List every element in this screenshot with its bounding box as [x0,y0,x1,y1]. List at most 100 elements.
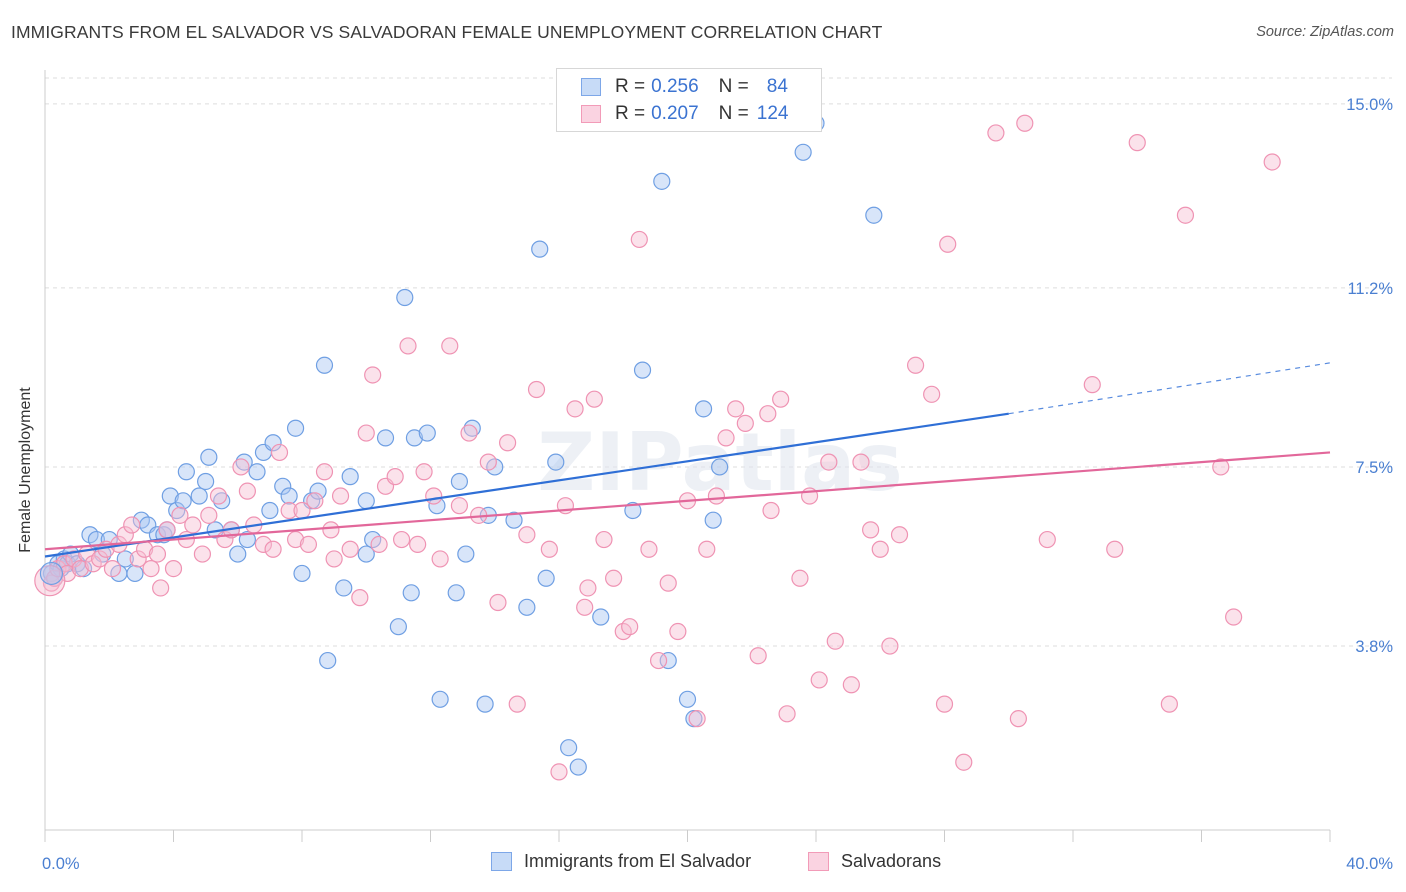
blue-point [319,651,337,670]
pink-point [148,545,167,563]
series-swatch-pink [808,852,829,871]
pink-point [585,390,603,408]
blue-point [547,453,565,471]
blue-point [286,419,305,437]
pink-point [331,487,350,505]
pink-point [852,453,870,471]
legend-n-label: N = [718,76,749,97]
blue-point [653,172,671,190]
blue-point [174,492,192,510]
pink-point [322,521,340,539]
x-tick-label: 0.0% [42,855,80,873]
pink-point [357,424,375,442]
pink-point [605,569,623,587]
pink-point [58,564,77,583]
pink-point [171,506,189,524]
blue-point [229,545,247,563]
blue-point [261,501,279,520]
pink-point [1176,206,1195,224]
legend-n-label: N = [718,103,749,124]
pink-point [1016,114,1034,132]
blue-point [190,487,208,505]
blue-point [335,579,353,597]
pink-point [306,492,324,510]
pink-point [576,598,594,616]
pink-point [659,574,677,592]
legend-r-value: 0.256 [651,76,699,97]
pink-point [698,540,716,558]
pink-point [669,622,687,641]
pink-point [762,501,780,520]
pink-point [717,429,735,447]
y-tick-label: 15.0% [1346,96,1393,114]
pink-point [499,434,517,452]
pink-point [450,497,469,515]
blue-point [238,530,256,549]
source-credit: Source: ZipAtlas.com [1256,24,1394,40]
blue-point [396,288,414,307]
pink-point [489,593,507,612]
pink-point [399,337,417,355]
legend-r-label: R = [615,103,646,124]
pink-point [939,235,957,253]
pink-point [264,540,282,558]
blue-point [235,453,253,471]
pink-point-cluster [34,565,66,597]
blue-point [389,618,407,636]
pink-point [1128,134,1146,152]
legend-swatch-pink [581,105,601,123]
pink-point [42,574,61,592]
blue-point [531,240,549,258]
pink-point [778,705,796,723]
pink-point [152,579,170,597]
pink-point [386,468,404,486]
pink-point [566,400,584,418]
pink-point [370,535,388,553]
blue-point [200,448,218,466]
pink-point [527,380,546,399]
pink-point [1083,376,1101,394]
pink-point [286,530,305,549]
pink-point [1225,608,1243,626]
pink-point [441,337,459,355]
legend-r-label: R = [615,76,646,97]
blue-point [405,429,424,447]
pink-point [518,526,536,544]
pink-point [906,356,925,374]
series-legend: Immigrants from El Salvador Salvadorans [0,851,1406,877]
pink-point [479,453,497,471]
blue-point [537,569,555,587]
pink-point [871,540,889,558]
pink-point [270,443,289,462]
blue-point [624,501,642,520]
blue-point [357,545,375,563]
pink-point [595,530,613,549]
pink-point [341,540,359,558]
pink-point [209,487,228,505]
pink-point [707,487,726,505]
pink-point [923,385,941,403]
blue-point [315,356,334,374]
pink-point [550,763,568,781]
legend-swatch-blue [581,78,601,96]
blue-point [248,463,266,481]
pink-point [1009,710,1027,728]
blue-point [341,468,359,486]
pink-point [103,559,122,578]
pink-point [640,540,658,558]
pink-point [736,414,754,432]
y-tick-label: 7.5% [1355,459,1393,477]
pink-point [540,540,558,558]
x-tick-label: 40.0% [1346,855,1393,873]
legend-n-value: 124 [756,103,789,124]
legend-row-pink: R = 0.207 N = 124 [581,101,788,127]
pink-point [158,521,176,539]
blue-point [126,564,144,583]
blue-point [560,739,578,757]
legend-row-blue: R = 0.256 N = 84 [581,74,788,100]
blue-point [357,492,375,510]
legend-r-value: 0.207 [651,103,699,124]
pink-point [351,589,369,607]
blue-point [457,545,475,563]
